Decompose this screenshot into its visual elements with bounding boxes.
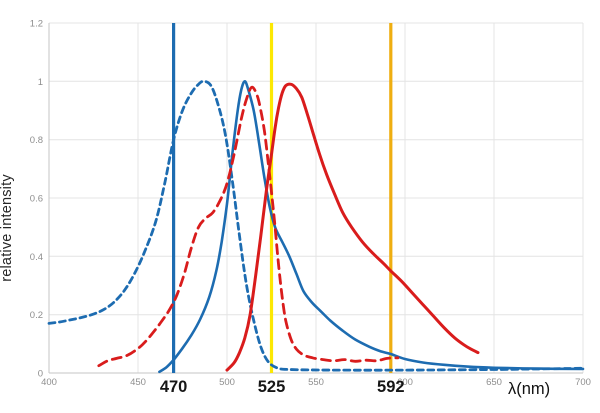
x-tick-label: 650	[486, 377, 502, 388]
y-tick-label: 1	[38, 77, 43, 88]
x-tick-label: 450	[130, 377, 146, 388]
series-red-emission-solid	[225, 82, 480, 372]
x-tick-label: 500	[219, 377, 235, 388]
y-tick-label: 0.2	[30, 310, 43, 321]
y-axis-title: relative intensity	[0, 174, 15, 282]
marker-label-592: 592	[377, 378, 405, 396]
x-tick-label: 550	[308, 377, 324, 388]
y-tick-label: 0.8	[30, 135, 43, 146]
x-tick-label: 700	[575, 377, 591, 388]
y-tick-label: 0.6	[30, 194, 43, 205]
x-tick-label: 400	[41, 377, 57, 388]
x-tick-label: 600	[397, 377, 413, 388]
y-tick-label: 0	[38, 369, 43, 380]
y-tick-label: 1.2	[30, 19, 43, 30]
y-tick-label: 0.4	[30, 252, 43, 263]
marker-label-525: 525	[258, 378, 286, 396]
series-blue-emission-solid	[158, 80, 585, 374]
marker-label-470: 470	[160, 378, 188, 396]
series-red-excitation-dashed	[97, 85, 400, 368]
series-blue-excitation-dashed	[47, 79, 585, 372]
x-axis-title: λ(nm)	[508, 380, 551, 398]
